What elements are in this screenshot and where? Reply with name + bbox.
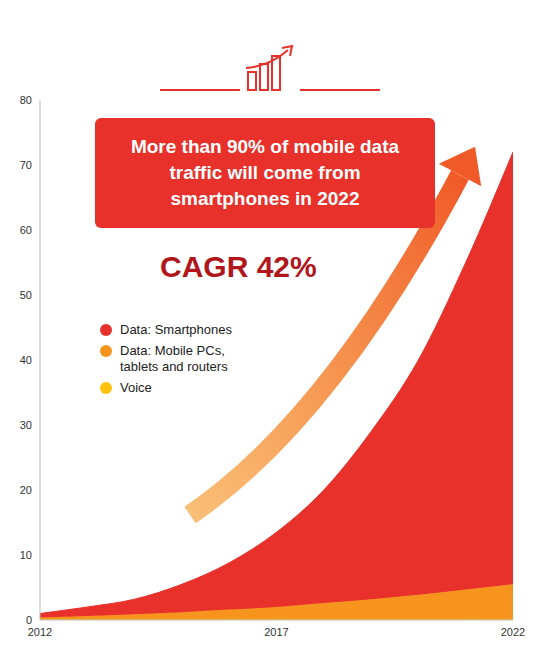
svg-text:2022: 2022 (501, 626, 525, 638)
svg-text:30: 30 (20, 419, 32, 431)
html-text:Data: Mobile PCs, tablets and: Data: Mobile PCs, tablets and routers (120, 343, 228, 374)
svg-text:20: 20 (20, 484, 32, 496)
html-text:More than 90% of mobile data t: More than 90% of mobile data traffic wil… (130, 136, 400, 209)
svg-text:70: 70 (20, 159, 32, 171)
svg-text:2012: 2012 (28, 626, 52, 638)
svg-text:2017: 2017 (264, 626, 288, 638)
svg-text:40: 40 (20, 354, 32, 366)
svg-text:0: 0 (26, 614, 32, 626)
svg-text:60: 60 (20, 224, 32, 236)
html-text:CAGR 42%: CAGR 42% (160, 250, 317, 283)
svg-text:50: 50 (20, 289, 32, 301)
svg-text:10: 10 (20, 549, 32, 561)
svg-text:80: 80 (20, 94, 32, 106)
html-text:Voice: Voice (120, 380, 152, 395)
html-text:Data: Smartphones: Data: Smartphones (120, 322, 232, 337)
